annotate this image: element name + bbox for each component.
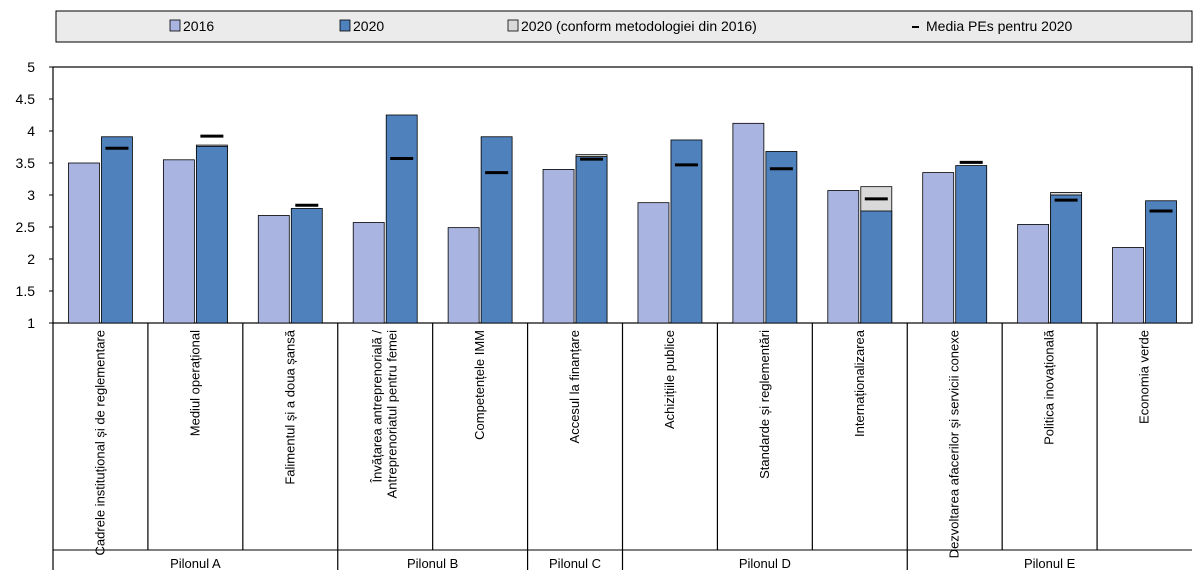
y-tick-label-1: 1.5: [16, 283, 36, 299]
legend-swatch-2: [507, 19, 519, 32]
category-label-7: Standarde și reglementări: [757, 330, 772, 479]
category-label-1: Mediul operațional: [187, 330, 202, 436]
bar-2016-3: [352, 222, 385, 324]
pillar-label-3: Pilonul D: [739, 556, 791, 570]
y-tick-label-2: 2: [27, 251, 35, 267]
legend-swatch-0: [169, 19, 181, 32]
bar-2016-2: [257, 215, 290, 324]
category-label-9: Dezvoltarea afacerilor și servicii conex…: [947, 330, 962, 558]
bar-2016-7: [732, 122, 765, 324]
bar-2020-0: [101, 136, 133, 324]
y-tick-label-7: 4.5: [16, 91, 36, 107]
category-label-3-line-1: Antreprenoriatul pentru femei: [385, 330, 400, 498]
legend-box: [55, 10, 1193, 43]
y-tick-label-6: 4: [27, 123, 35, 139]
bar-2020-2: [290, 208, 323, 324]
category-label-10: Politica inovațională: [1042, 329, 1057, 445]
legend-label-1: 2020: [353, 18, 384, 34]
y-tick-label-4: 3: [27, 187, 35, 203]
bar-2020-9: [955, 165, 988, 324]
legend-label-3: Media PEs pentru 2020: [926, 18, 1073, 34]
category-label-4: Competențele IMM: [472, 330, 487, 440]
bar-2016-4: [447, 227, 480, 324]
bar-2016-10: [1017, 224, 1050, 324]
y-tick-label-8: 5: [27, 59, 35, 75]
bar-2016-5: [542, 168, 575, 324]
bar-2020-11: [1145, 200, 1177, 324]
y-tick-label-3: 2.5: [16, 219, 36, 235]
category-label-6: Achizițiile publice: [662, 330, 677, 429]
category-label-2: Falimentul și a doua șansă: [282, 329, 297, 484]
bar-2016-6: [637, 202, 670, 324]
category-label-0: Cadrele instituțional și de reglementare: [92, 330, 107, 555]
legend-swatch-1: [339, 19, 351, 32]
pillar-label-1: Pilonul B: [407, 556, 458, 570]
y-tick-label-0: 1: [27, 315, 35, 331]
bar-2020-8: [860, 210, 893, 324]
bar-2016-11: [1112, 247, 1144, 324]
bars: [68, 114, 1177, 324]
bar-2016-0: [68, 162, 100, 324]
bar-2016-8: [827, 190, 860, 324]
bar-2020-1: [195, 145, 228, 324]
bar-2016-1: [162, 159, 195, 324]
bar-2020-6: [670, 139, 703, 324]
pillar-label-2: Pilonul C: [549, 556, 601, 570]
pillar-label-0: Pilonul A: [170, 556, 221, 570]
bar-2016-9: [922, 172, 955, 324]
category-label-5: Accesul la finanțare: [567, 330, 582, 443]
x-axis: Cadrele instituțional și de reglementare…: [52, 323, 1192, 570]
legend-label-0: 2016: [183, 18, 214, 34]
bar-2020-7: [765, 151, 798, 324]
bar-2020-5: [575, 156, 608, 324]
category-label-11: Economia verde: [1137, 330, 1152, 424]
category-label-3-line-0: Învățarea antreprenorială /: [370, 330, 385, 484]
legend-label-2: 2020 (conform metodologiei din 2016): [521, 18, 757, 34]
y-tick-label-5: 3.5: [16, 155, 36, 171]
bar-2020-4: [480, 136, 513, 324]
bar-2020-3: [385, 114, 418, 324]
category-label-8: Internaționalizarea: [852, 329, 867, 437]
pillar-label-4: Pilonul E: [1024, 556, 1076, 570]
legend: 2016 2020 2020 (conform metodologiei din 2…: [55, 10, 1193, 43]
bar-2020-10: [1050, 194, 1083, 324]
